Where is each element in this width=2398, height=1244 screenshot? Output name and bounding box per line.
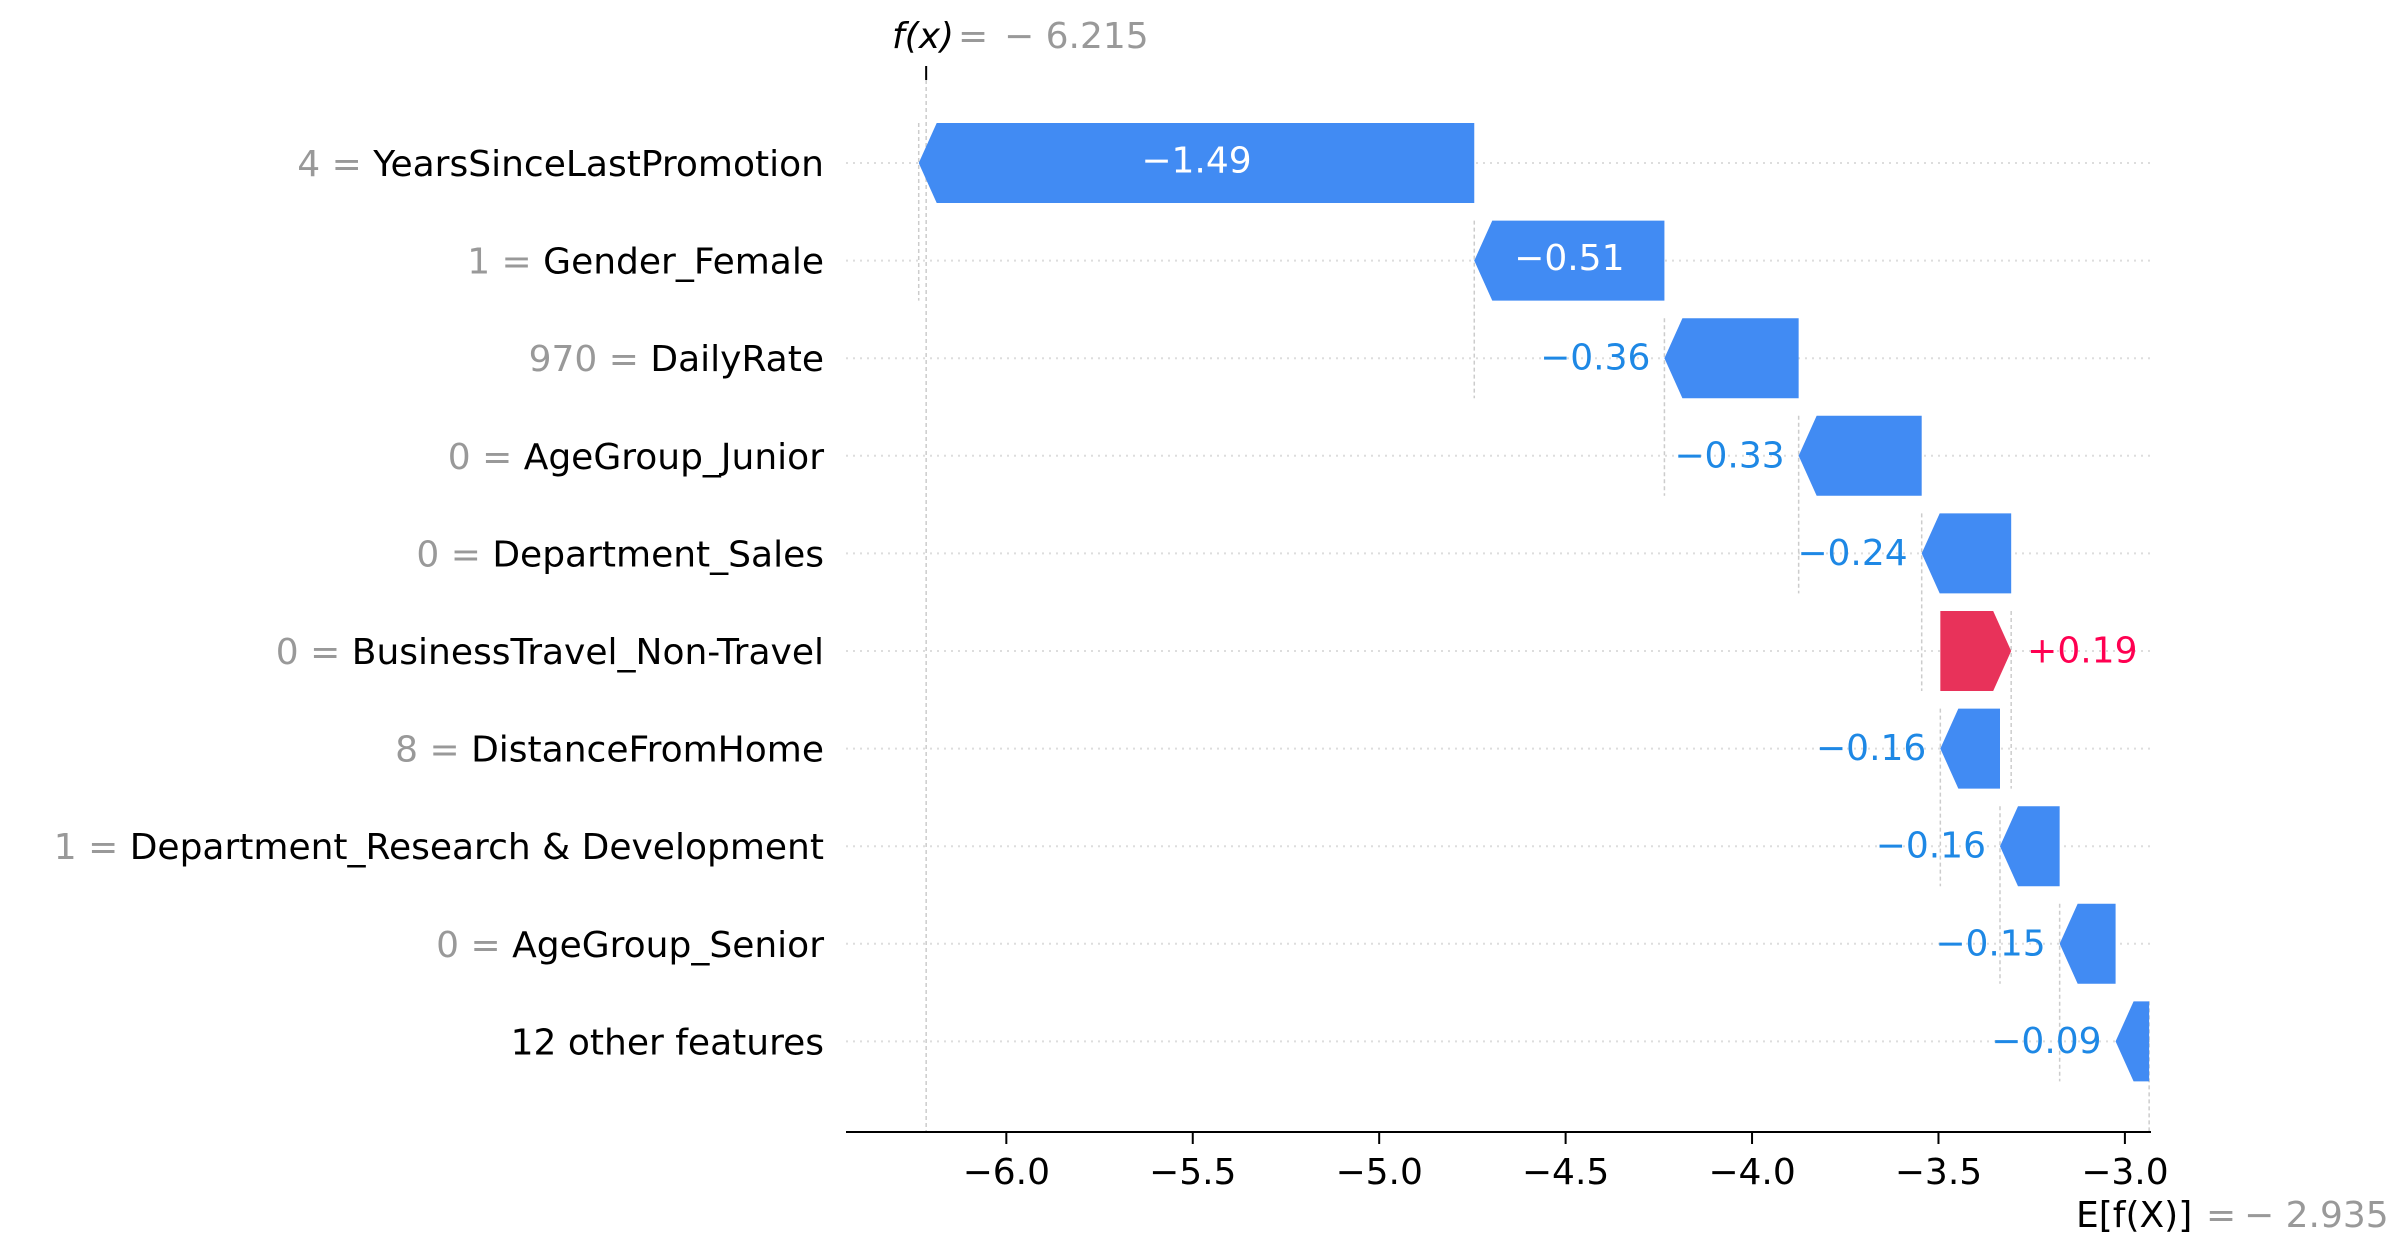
feature-value: 0 = xyxy=(416,534,492,575)
expected-value: − 2.935 xyxy=(2244,1195,2389,1236)
feature-name: DistanceFromHome xyxy=(471,730,824,771)
expected-value-label: E[f(X)] xyxy=(2076,1195,2192,1236)
bar-value-label: −0.33 xyxy=(1674,435,1784,476)
feature-value: 4 = xyxy=(297,144,373,185)
x-tick-label: −4.0 xyxy=(1708,1152,1795,1193)
bar-value-label: −0.51 xyxy=(1514,238,1624,279)
bar-value-label: −0.24 xyxy=(1797,533,1907,574)
bar-value-label: −0.15 xyxy=(1935,923,2045,964)
feature-label: 0 = Department_Sales xyxy=(416,534,824,575)
fx-equals-sign: = xyxy=(958,16,988,57)
feature-name: Department_Sales xyxy=(492,534,824,575)
negative-bar xyxy=(1664,318,1799,399)
bar-value-label: −1.49 xyxy=(1141,141,1251,182)
x-tick-label: −6.0 xyxy=(963,1152,1050,1193)
bar-value-label: −0.09 xyxy=(1991,1021,2101,1062)
bar-value-label: −0.16 xyxy=(1816,728,1926,769)
feature-value: 1 = xyxy=(467,242,543,283)
negative-bar xyxy=(918,123,1475,203)
fx-label: f(x) xyxy=(892,16,954,57)
x-tick-label: −5.5 xyxy=(1149,1152,1236,1193)
feature-label: 1 = Department_Research & Development xyxy=(54,827,824,868)
negative-bar xyxy=(1940,708,2000,789)
x-axis: −6.0 −5.5 −5.0 −4.5 −4.0 −3.5 −3.0 xyxy=(846,1131,2169,1193)
feature-name: BusinessTravel_Non-Travel xyxy=(352,632,824,673)
feature-name: AgeGroup_Junior xyxy=(524,437,825,478)
feature-value: 1 = xyxy=(54,827,130,868)
feature-label: 0 = BusinessTravel_Non-Travel xyxy=(276,632,824,673)
contribution-bars xyxy=(918,123,2150,1082)
feature-name: DailyRate xyxy=(650,339,824,380)
negative-bar xyxy=(2059,903,2116,984)
feature-name: YearsSinceLastPromotion xyxy=(372,144,824,185)
negative-bar xyxy=(1798,415,1922,496)
feature-label: 970 = DailyRate xyxy=(529,339,824,380)
x-tick-label: −3.0 xyxy=(2081,1152,2168,1193)
bar-value-label: −0.36 xyxy=(1540,338,1650,379)
feature-label: 12 other features xyxy=(511,1022,824,1063)
fx-annotation: f(x) = − 6.215 xyxy=(892,16,1149,57)
feature-value: 0 = xyxy=(436,925,512,966)
base-equals-sign: = xyxy=(2206,1195,2236,1236)
negative-bar xyxy=(1474,220,1665,301)
feature-name: AgeGroup_Senior xyxy=(512,925,824,966)
feature-value: 8 = xyxy=(395,730,471,771)
base-annotation: E[f(X)] = − 2.935 xyxy=(2076,1195,2389,1236)
negative-bar xyxy=(2115,1001,2150,1082)
feature-label: 4 = YearsSinceLastPromotion xyxy=(297,144,824,185)
bar-value-label: −0.16 xyxy=(1876,826,1986,867)
x-tick-label: −4.5 xyxy=(1522,1152,1609,1193)
positive-bar xyxy=(1940,611,2012,691)
feature-value: 0 = xyxy=(448,437,524,478)
feature-value: 0 = xyxy=(276,632,352,673)
contribution-value-labels: −1.49 −0.51 −0.36 −0.33 −0.24 +0.19 −0.16 −0.16… xyxy=(1141,141,2137,1062)
feature-label: 1 = Gender_Female xyxy=(467,242,824,283)
x-tick-label: −5.0 xyxy=(1335,1152,1422,1193)
feature-label: 0 = AgeGroup_Senior xyxy=(436,925,824,966)
feature-label: 0 = AgeGroup_Junior xyxy=(448,437,824,478)
bar-connectors xyxy=(917,66,2150,1132)
feature-name: 12 other features xyxy=(511,1022,824,1063)
feature-value: 970 = xyxy=(529,339,651,380)
feature-name: Gender_Female xyxy=(543,242,824,283)
x-tick-label: −3.5 xyxy=(1895,1152,1982,1193)
fx-value: − 6.215 xyxy=(1004,16,1149,57)
bar-value-label: +0.19 xyxy=(2027,631,2137,672)
negative-bar xyxy=(1999,806,2060,887)
feature-label: 8 = DistanceFromHome xyxy=(395,730,824,771)
negative-bar xyxy=(1921,513,2012,594)
feature-name: Department_Research & Development xyxy=(130,827,824,868)
feature-labels: 4 = YearsSinceLastPromotion 1 = Gender_Fe… xyxy=(54,144,824,1063)
